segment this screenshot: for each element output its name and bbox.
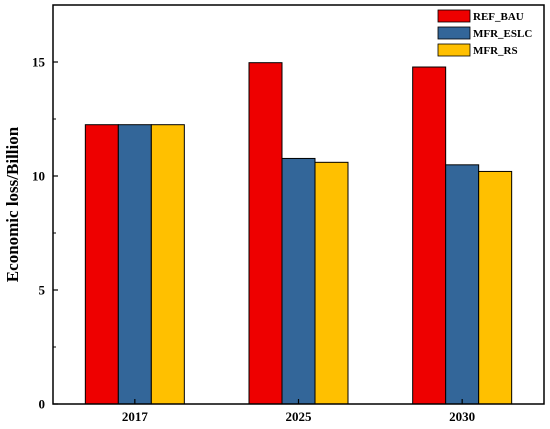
y-tick-label: 15: [32, 55, 46, 70]
bars: [84, 62, 513, 405]
y-axis-title: Economic loss/Billion: [3, 126, 22, 282]
bar-mfr-rs-2017: [150, 124, 185, 405]
x-tick-label: 2017: [122, 409, 149, 424]
plot-frame: [52, 4, 545, 405]
bar-ref-bau-2030: [412, 66, 447, 405]
y-axis: 0 5 10 15: [32, 55, 58, 412]
bar-mfr-eslc-2030: [445, 164, 480, 405]
legend-swatch-ref-bau: [437, 9, 471, 23]
y-tick-label: 10: [32, 169, 45, 184]
legend-label-mfr-eslc: MFR_ESLC: [473, 28, 532, 40]
x-axis: 2017 2025 2030: [122, 399, 475, 424]
legend-swatch-mfr-eslc: [437, 26, 471, 40]
bar-mfr-eslc-2025: [281, 157, 316, 405]
bar-ref-bau-2017: [84, 124, 119, 405]
legend: REF_BAU MFR_ESLC MFR_RS: [437, 9, 532, 57]
y-tick-label: 5: [39, 283, 46, 298]
bar-ref-bau-2025: [248, 62, 283, 405]
bar-mfr-rs-2025: [314, 161, 349, 405]
x-tick-label: 2025: [286, 409, 313, 424]
bar-mfr-rs-2030: [478, 170, 513, 405]
legend-label-mfr-rs: MFR_RS: [473, 45, 518, 57]
y-tick-label: 0: [39, 397, 46, 412]
bar-mfr-eslc-2017: [117, 124, 152, 405]
legend-label-ref-bau: REF_BAU: [473, 11, 524, 23]
legend-swatch-mfr-rs: [437, 43, 471, 57]
x-tick-label: 2030: [449, 409, 475, 424]
